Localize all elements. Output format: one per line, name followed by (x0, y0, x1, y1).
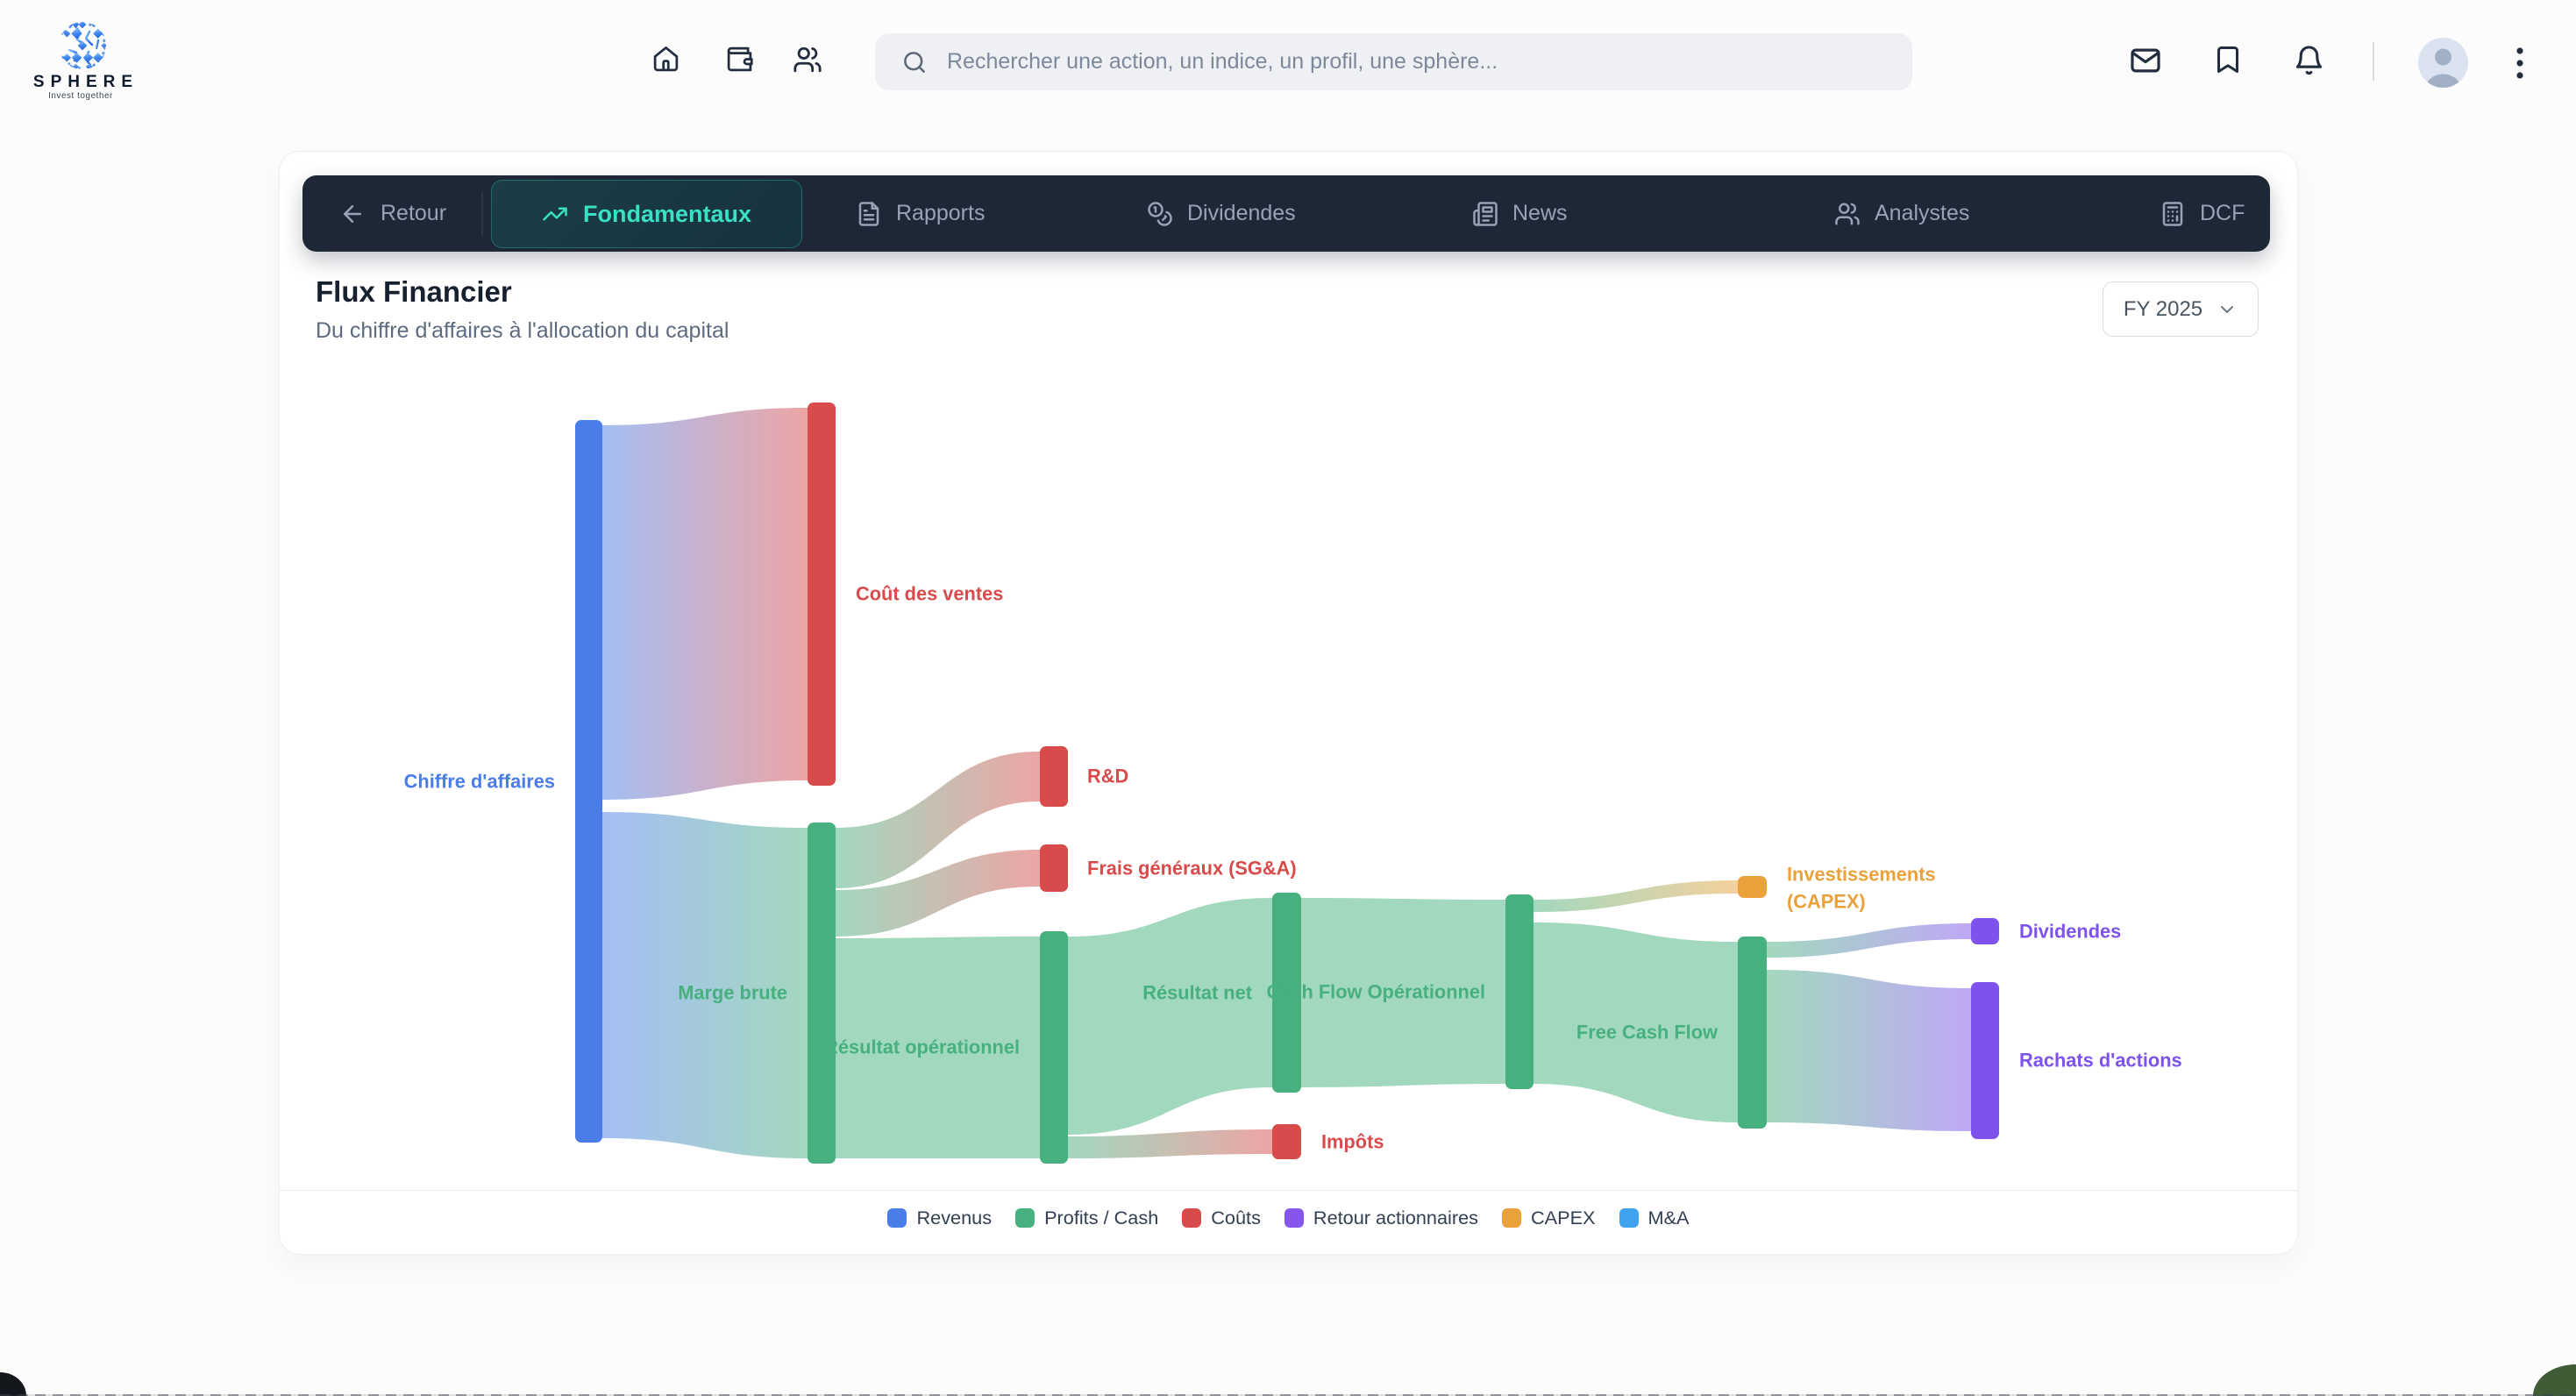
svg-text:Coût des ventes: Coût des ventes (856, 583, 1003, 605)
svg-text:R&D: R&D (1087, 766, 1128, 787)
svg-text:Dividendes: Dividendes (2019, 921, 2121, 943)
svg-text:Free Cash Flow: Free Cash Flow (1576, 1022, 1718, 1043)
svg-text:Marge brute: Marge brute (678, 982, 787, 1004)
svg-text:Cash Flow Opérationnel: Cash Flow Opérationnel (1267, 981, 1485, 1003)
svg-text:Rachats d'actions: Rachats d'actions (2019, 1050, 2182, 1072)
svg-text:(CAPEX): (CAPEX) (1787, 891, 1866, 913)
svg-text:Chiffre d'affaires: Chiffre d'affaires (404, 771, 555, 793)
svg-text:Frais généraux (SG&A): Frais généraux (SG&A) (1087, 858, 1297, 880)
svg-text:Résultat opérationnel: Résultat opérationnel (824, 1036, 1020, 1058)
svg-text:Résultat net: Résultat net (1142, 982, 1252, 1004)
svg-text:Investissements: Investissements (1787, 864, 1936, 886)
svg-text:Impôts: Impôts (1321, 1131, 1384, 1153)
